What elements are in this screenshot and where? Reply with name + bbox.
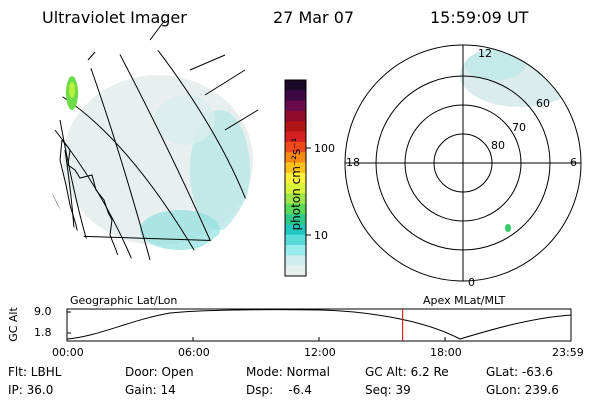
colorbar-cell <box>285 245 306 256</box>
colorbar-cell <box>285 183 306 194</box>
colorbar-cell <box>285 265 306 277</box>
xtick-label-2359: 23:59 <box>552 346 584 359</box>
polar-grid <box>344 44 582 282</box>
mlt-label-0: 0 <box>468 276 475 289</box>
coastline <box>59 139 129 260</box>
outer-grid <box>87 19 259 131</box>
colorbar-cell <box>285 193 306 205</box>
mlat-label-70: 70 <box>512 121 526 134</box>
terminator-line <box>79 237 126 260</box>
colorbar-gradient <box>285 80 306 277</box>
xtick-label-1800: 18:00 <box>430 346 462 359</box>
colorbar-cell <box>285 131 306 143</box>
colorbar-cell <box>285 100 306 112</box>
colorbar-cell <box>285 110 306 122</box>
xtick-label-0600: 06:00 <box>178 346 210 359</box>
polar-plot <box>344 44 582 282</box>
altitude-ytick-label-1.8: 1.8 <box>34 326 52 339</box>
right-panel-caption: Apex MLat/MLT <box>423 294 506 307</box>
colorbar-cell <box>285 224 306 236</box>
mlt-label-6: 6 <box>570 156 577 169</box>
xticks <box>66 337 572 341</box>
altitude-plot <box>66 308 572 342</box>
colorbar <box>284 79 311 277</box>
colorbar-cell <box>285 172 306 184</box>
colorbar-cell <box>285 162 306 174</box>
mlat-label-80: 80 <box>491 139 505 152</box>
polar-aurora-core <box>465 50 525 80</box>
door-info: Door: Open <box>125 365 194 379</box>
mlt-label-12: 12 <box>478 47 492 60</box>
colorbar-cell <box>285 203 306 215</box>
dsp-info: Dsp: -6.4 <box>246 383 312 397</box>
instrument-title: Ultraviolet Imager <box>42 8 187 27</box>
filter-info: Flt: LBHL <box>8 365 62 379</box>
colorbar-cell <box>285 121 306 133</box>
altitude-curve <box>66 309 572 340</box>
geographic-map <box>45 19 259 260</box>
xtick-label-1200: 12:00 <box>304 346 336 359</box>
colorbar-cell <box>285 214 306 225</box>
gc-altitude-info: GC Alt: 6.2 Re <box>365 365 449 379</box>
aurora-emission-north <box>155 95 215 145</box>
colorbar-cell <box>285 141 306 153</box>
colorbar-cell <box>285 152 306 164</box>
altitude-ylabel: GC Alt <box>6 307 20 342</box>
mlt-label-18: 18 <box>346 156 360 169</box>
geo-latitude-info: GLat: -63.6 <box>486 365 553 379</box>
xtick-label-0000: 00:00 <box>52 346 84 359</box>
colorbar-label-100: 100 <box>314 142 335 155</box>
observation-date: 27 Mar 07 <box>273 8 355 27</box>
polar-emission-spot <box>505 224 511 232</box>
geo-longitude-info: GLon: 239.6 <box>486 383 559 397</box>
colorbar-label-10: 10 <box>314 229 328 242</box>
colorbar-cell <box>285 90 306 102</box>
aurora-emission-south <box>140 210 220 250</box>
colorbar-frame <box>284 79 307 277</box>
sequence-info: Seq: 39 <box>365 383 411 397</box>
left-panel-caption: Geographic Lat/Lon <box>70 294 178 307</box>
altitude-ytick-label-9: 9.0 <box>34 305 52 318</box>
gain-info: Gain: 14 <box>125 383 176 397</box>
colorbar-cell <box>285 80 306 91</box>
colorbar-cell <box>285 234 306 246</box>
mlat-label-60: 60 <box>536 97 550 110</box>
mode-info: Mode: Normal <box>246 365 330 379</box>
colorbar-unit-label: photon cm⁻²s⁻¹ <box>289 137 303 231</box>
aurora-emission-east <box>190 110 250 230</box>
ip-info: IP: 36.0 <box>8 383 54 397</box>
observation-time: 15:59:09 UT <box>430 8 529 27</box>
aurora-emission-core <box>69 82 75 98</box>
colorbar-cell <box>285 255 306 267</box>
altitude-frame <box>66 308 572 342</box>
